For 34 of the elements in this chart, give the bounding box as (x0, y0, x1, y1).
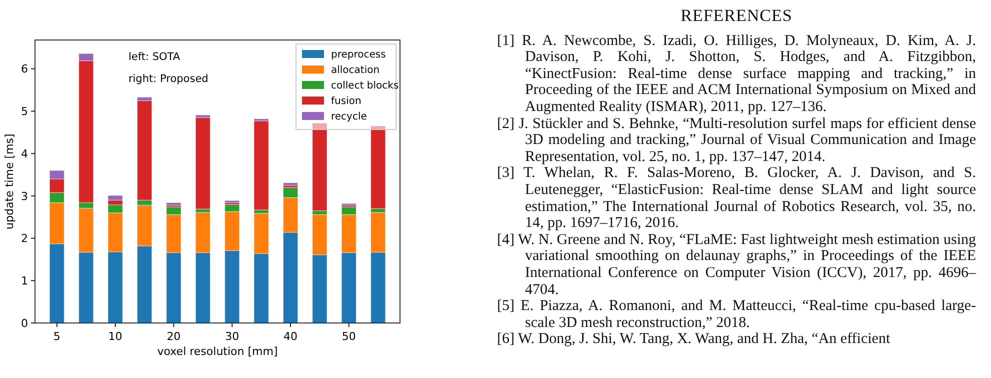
bar (195, 117, 210, 210)
legend-label: collect blocks (331, 80, 399, 92)
y-tick-label: 2 (21, 232, 28, 246)
bar (370, 126, 386, 209)
legend-label: allocation (331, 65, 380, 76)
text: [4] W. N. Greene and N. Roy, “FLaME: Fast lightweight mesh estimation using variational smoothing on delaunay graphs,” in Proceedings of the IEEE International Conference on Computer Vision (ICCV), 2017, pp. 4696–4704. (497, 232, 976, 298)
x-tick-label: 50 (342, 330, 356, 343)
text: [5] E. Piazza, A. Romanoni, and M. Matteucci, “Real-time cpu-based large-scale 3D mesh reconstruction,” 2018. (497, 298, 976, 332)
legend-label: recycle (331, 112, 367, 122)
bar (312, 122, 328, 212)
bar (282, 182, 298, 186)
annotation: right: Proposed (128, 73, 208, 85)
y-tick-label: 4 (21, 147, 28, 160)
text: [1] R. A. Newcombe, S. Izadi, O. Hilliges, D. Molyneaux, D. Kim, A. J. Davison, P. Kohi, J. Shotton, S. Hodges, and A. Fitzgibbon, “KinectFusion: Real-time dense surface mapping and tracking,” in Proceeding of the IEEE and ACM International Symposium on Mixed and Augmented Reality (ISMAR), 2011, pp. 127–136. (497, 32, 976, 116)
text: [6] W. Dong, J. Shi, W. Tang, X. Wang, and H. Zha, “An efficient (497, 331, 892, 348)
text: REFERENCES (680, 6, 794, 25)
annotation: left: SOTA (128, 51, 181, 63)
y-tick-label: 1 (21, 274, 28, 288)
y-tick-label: 0 (21, 316, 28, 330)
x-tick-label: 5 (53, 330, 60, 343)
legend-label: fusion (331, 96, 362, 107)
x-axis-title: voxel resolution [mm] (157, 345, 278, 358)
x-tick-label: 20 (166, 330, 181, 343)
y-tick-label: 5 (21, 105, 28, 118)
x-tick-label: 30 (225, 330, 240, 343)
y-axis-title: update time [ms] (3, 134, 16, 230)
bar (254, 120, 269, 210)
x-tick-label: 10 (108, 330, 122, 343)
y-tick-label: 6 (21, 62, 28, 76)
text: [3] T. Whelan, R. F. Salas-Moreno, B. Glocker, A. J. Davison, and S. Leutenegger, “ElasticFusion: Real-time dense SLAM and light source estimation,” The International Journal of Robotics Research, vol. 35, no. 14, pp. 1697–1716, 2016. (497, 165, 976, 232)
legend-label: preprocess (331, 50, 386, 60)
x-tick-label: 40 (284, 330, 298, 343)
text: [2] J. Stückler and S. Behnke, “Multi-resolution surfel maps for efficient dense 3D modeling and tracking,” Journal of Visual Communication and Image Representation, vol. 25, no. 1, pp. 137–147, 2014. (497, 116, 976, 166)
y-tick-label: 3 (21, 190, 28, 203)
